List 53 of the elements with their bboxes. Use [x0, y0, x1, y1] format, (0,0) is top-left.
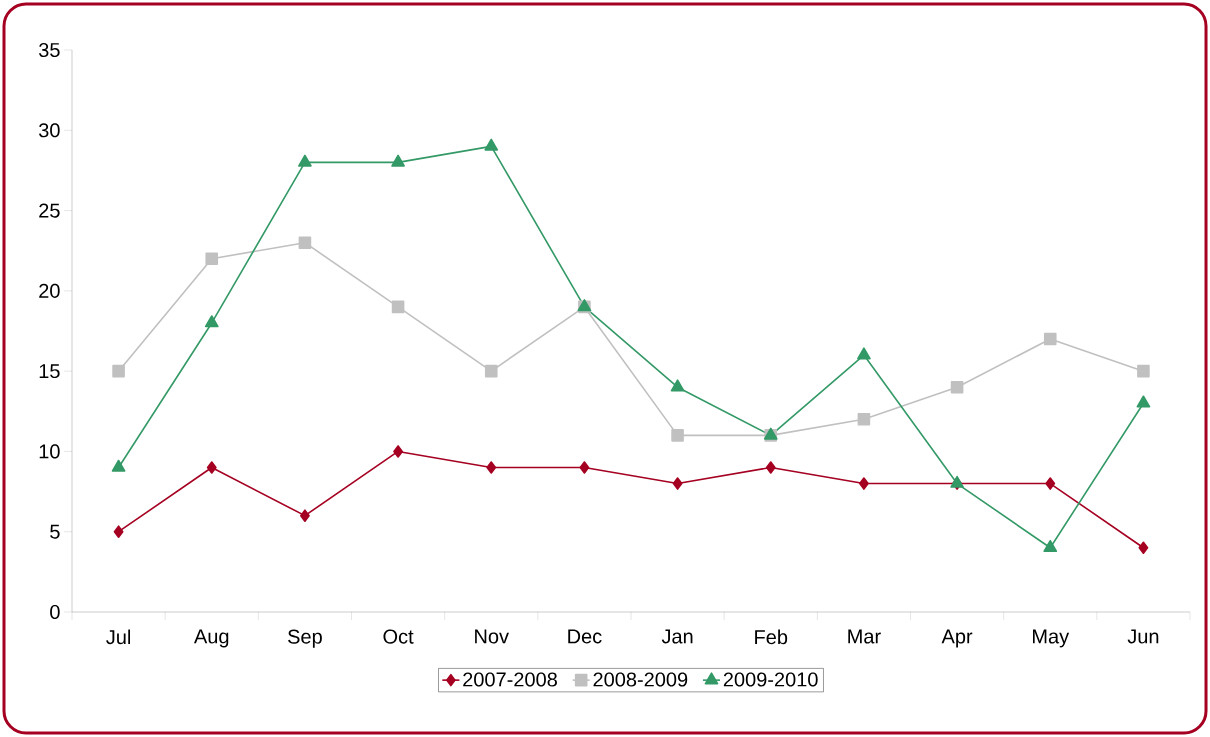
point	[111, 459, 126, 472]
point	[765, 461, 776, 474]
point	[670, 379, 685, 392]
point	[858, 477, 869, 490]
x-tick-label: Jul	[106, 629, 131, 645]
point	[113, 525, 124, 539]
point	[112, 364, 125, 378]
point	[672, 477, 683, 490]
y-tick-label: 25	[39, 203, 60, 218]
legend-label: 2007-2008	[463, 672, 557, 687]
point	[486, 461, 497, 474]
point	[484, 138, 499, 151]
x-tick-label: Feb	[755, 629, 788, 645]
point	[950, 380, 964, 394]
point	[204, 315, 219, 328]
y-tick-label: 20	[39, 283, 60, 298]
y-tick-label: 0	[50, 604, 60, 620]
point	[391, 154, 405, 167]
legend-label: 2009-2010	[723, 672, 818, 687]
y-tick-label: 30	[38, 123, 60, 138]
point	[857, 413, 871, 426]
x-tick-label: Sep	[288, 629, 322, 648]
x-tick-label: Apr	[941, 629, 973, 648]
point	[299, 509, 310, 522]
y-tick-label: 5	[50, 524, 60, 539]
point	[671, 429, 684, 442]
point	[484, 364, 498, 378]
y-tick-label: 35	[38, 42, 60, 58]
legend-label: 2008-2009	[593, 672, 688, 687]
x-tick-label: Jun	[1127, 629, 1159, 644]
x-tick-label: May	[1033, 629, 1070, 648]
x-tick-label: Mar	[848, 629, 881, 644]
point	[1138, 541, 1149, 555]
x-tick-label: Nov	[475, 629, 509, 644]
point	[1043, 332, 1057, 346]
point	[391, 300, 405, 314]
x-tick-label: Oct	[383, 629, 414, 644]
x-tick-label: Jan	[661, 629, 693, 644]
point	[1137, 364, 1150, 378]
y-tick-label: 10	[39, 444, 60, 459]
point	[1045, 477, 1056, 490]
point	[205, 252, 219, 266]
x-tick-label: Aug	[193, 629, 229, 648]
point	[857, 347, 871, 360]
point	[1043, 539, 1058, 553]
point	[1136, 395, 1151, 408]
point	[579, 461, 590, 474]
y-tick-label: 15	[39, 364, 60, 379]
point	[298, 236, 312, 249]
point	[206, 461, 217, 474]
point	[298, 154, 312, 167]
point	[393, 445, 404, 458]
x-tick-label: Dec	[568, 629, 602, 644]
